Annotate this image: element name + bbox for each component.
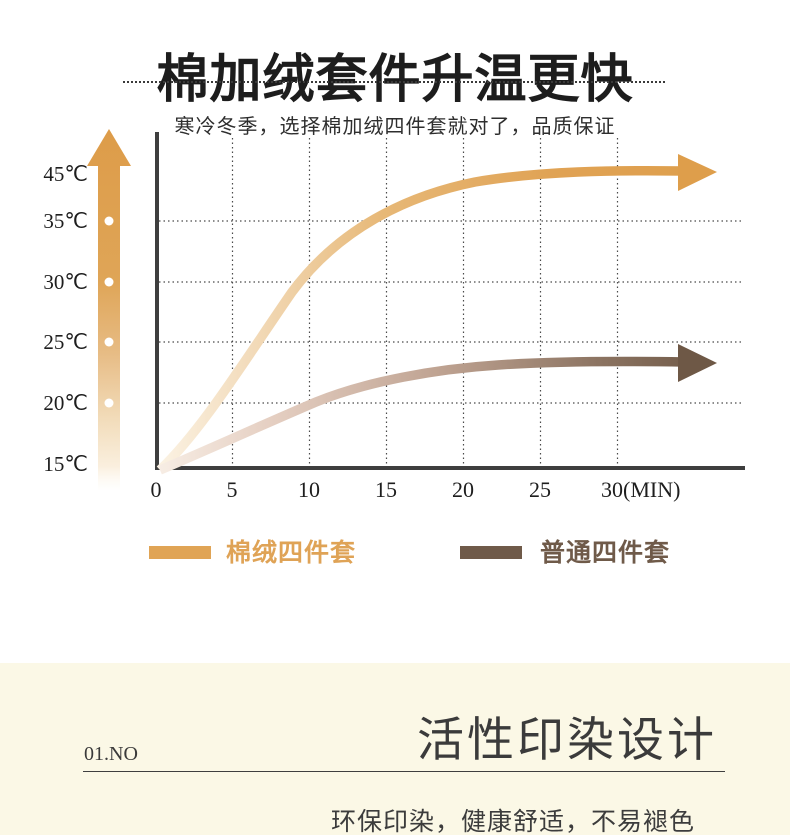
- brown-arrowhead: [678, 344, 717, 382]
- legend-swatch-cotton-fleece: [149, 546, 211, 559]
- y-tick-35: 35℃: [43, 209, 88, 233]
- series-cotton-fleece-curve: [156, 154, 717, 474]
- legend-label-cotton-fleece: 棉绒四件套: [226, 539, 357, 567]
- chart-gridlines: [159, 138, 742, 466]
- x-tick-5: 5: [226, 477, 238, 502]
- arrow-dots: [104, 216, 114, 408]
- y-tick-45: 45℃: [43, 162, 88, 186]
- page-subtitle: 寒冷冬季，选择棉加绒四件套就对了，品质保证: [174, 116, 616, 138]
- x-tick-10: 10: [298, 477, 320, 502]
- chart-axes: [155, 132, 745, 470]
- feature-title: 活性印染设计: [417, 715, 717, 767]
- y-tick-30: 30℃: [43, 270, 88, 294]
- chart-canvas: [87, 129, 745, 490]
- page-title: 棉加绒套件升温更快: [156, 50, 634, 109]
- y-tick-15: 15℃: [43, 452, 88, 476]
- y-tick-20: 20℃: [43, 391, 88, 415]
- title-divider: [123, 81, 665, 83]
- x-tick-0: 0: [150, 477, 162, 502]
- feature-section: 01.NO 活性印染设计 环保印染，健康舒适，不易褪色: [0, 663, 790, 836]
- y-tick-25: 25℃: [43, 330, 88, 354]
- x-tick-15: 15: [375, 477, 397, 502]
- legend-label-ordinary: 普通四件套: [540, 539, 671, 567]
- y-axis-arrow: [87, 129, 131, 490]
- feature-description: 环保印染，健康舒适，不易褪色: [330, 808, 695, 836]
- series-ordinary-curve: [158, 344, 717, 475]
- orange-arrowhead: [678, 154, 717, 191]
- x-tick-25: 25: [529, 477, 551, 502]
- x-tick-20: 20: [452, 477, 474, 502]
- feature-number: 01.NO: [84, 743, 138, 765]
- x-tick-30min: 30(MIN): [601, 477, 681, 502]
- legend-swatch-ordinary: [460, 546, 522, 559]
- feature-divider: [83, 771, 725, 772]
